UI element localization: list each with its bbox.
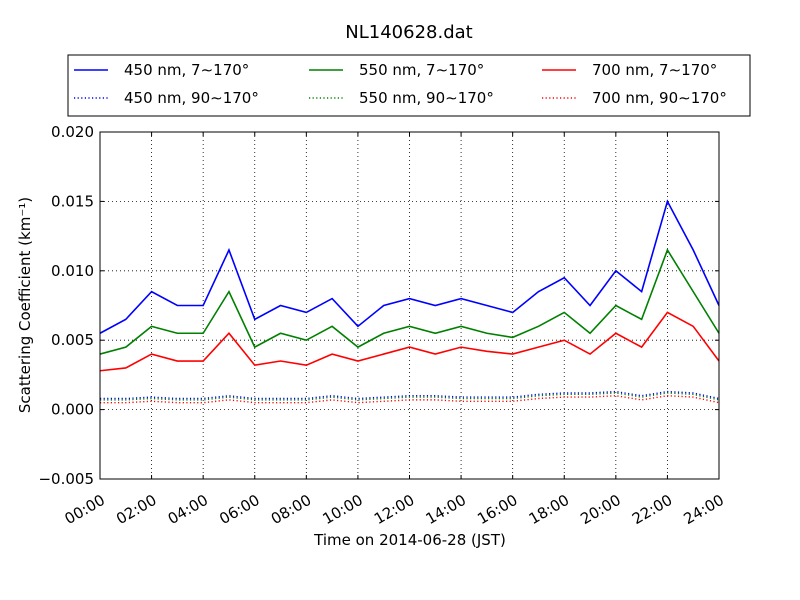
plot-area: 00:00 02:00 04:00 06:00 08:00 10:00 12:00 14:00… — [38, 123, 727, 528]
y-tick-label: 0.000 — [51, 401, 94, 419]
x-tick-label: 22:00 — [629, 491, 675, 528]
y-axis-title: Scattering Coefficient (km⁻¹) — [16, 197, 34, 413]
x-tick-label: 06:00 — [216, 491, 262, 528]
legend-label: 450 nm, 90∼170° — [124, 89, 259, 107]
x-tick-label: 00:00 — [62, 491, 108, 528]
x-tick-label: 18:00 — [526, 491, 572, 528]
x-tick-label: 04:00 — [165, 491, 211, 528]
y-tick-label: 0.005 — [51, 331, 94, 349]
legend-label: 700 nm, 7∼170° — [592, 61, 717, 79]
legend-label: 450 nm, 7∼170° — [124, 61, 249, 79]
x-tick-label: 02:00 — [113, 491, 159, 528]
legend-label: 700 nm, 90∼170° — [592, 89, 727, 107]
x-tick-label: 12:00 — [371, 491, 417, 528]
legend: 450 nm, 7∼170° 550 nm, 7∼170° 700 nm, 7∼17… — [67, 54, 751, 117]
x-axis-title: Time on 2014-06-28 (JST) — [313, 531, 506, 549]
x-tick-label: 10:00 — [319, 491, 365, 528]
series-line — [99, 199, 720, 334]
x-tick-label: 24:00 — [681, 491, 727, 528]
y-tick-label: 0.015 — [51, 192, 94, 210]
x-tick-label: 08:00 — [268, 491, 314, 528]
series-layer — [99, 199, 720, 404]
y-tick-label: 0.020 — [51, 123, 94, 141]
series-line — [99, 248, 720, 355]
legend-label: 550 nm, 7∼170° — [359, 61, 484, 79]
series-line — [100, 395, 720, 404]
chart-title: NL140628.dat — [345, 22, 472, 43]
series-line — [100, 390, 720, 400]
x-tick-label: 14:00 — [423, 491, 469, 528]
x-tick-label: 20:00 — [577, 491, 623, 528]
series-line — [100, 392, 720, 401]
legend-label: 550 nm, 90∼170° — [359, 89, 494, 107]
x-tick-label: 16:00 — [474, 491, 520, 528]
y-tick-label: 0.010 — [51, 262, 94, 280]
legend-frame — [67, 54, 751, 117]
series-line — [99, 311, 720, 372]
y-tick-label: −0.005 — [38, 470, 94, 488]
